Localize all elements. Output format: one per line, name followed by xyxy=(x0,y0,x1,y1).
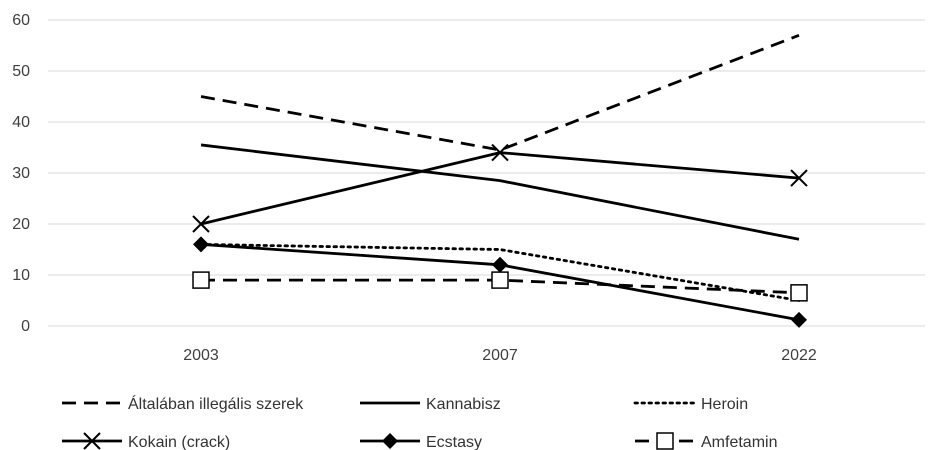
y-tick-label-10: 10 xyxy=(12,267,30,284)
series-4-point-1 xyxy=(492,256,508,273)
x-tick-label-2022: 2022 xyxy=(781,347,817,364)
legend-item-1: Kannabisz xyxy=(360,396,501,413)
y-tick-label-40: 40 xyxy=(12,114,30,131)
legend-label-1: Kannabisz xyxy=(426,396,501,413)
series-5-point-2 xyxy=(790,284,808,302)
series-3-point-1 xyxy=(491,143,509,162)
legend-item-3: Kokain (crack) xyxy=(62,432,230,450)
series-line-2 xyxy=(199,243,801,302)
y-tick-label-0: 0 xyxy=(21,318,30,335)
x-axis-tick-labels: 2003 2007 2022 xyxy=(183,347,817,364)
legend-marker-4 xyxy=(382,433,398,449)
legend: Általában illegális szerek Kannabisz Heroi… xyxy=(62,394,777,450)
legend-label-5: Amfetamin xyxy=(701,434,777,450)
series-5-point-0 xyxy=(192,271,210,289)
series-line-0 xyxy=(200,33,800,152)
series-3-point-0 xyxy=(192,215,210,233)
x-tick-label-2007: 2007 xyxy=(482,347,518,364)
y-tick-label-50: 50 xyxy=(12,63,30,80)
series-line-3 xyxy=(200,151,800,226)
legend-label-2: Heroin xyxy=(701,396,748,413)
legend-label-0: Általában illegális szerek xyxy=(128,394,304,413)
series-line-1 xyxy=(200,143,800,241)
legend-item-2: Heroin xyxy=(633,396,748,413)
legend-item-5: Amfetamin xyxy=(635,432,777,450)
series-4-point-0 xyxy=(193,236,209,253)
series-5-point-1 xyxy=(491,271,509,289)
y-tick-label-20: 20 xyxy=(12,216,30,233)
y-tick-label-30: 30 xyxy=(12,165,30,182)
legend-item-4: Ecstasy xyxy=(360,433,482,450)
legend-item-0: Általában illegális szerek xyxy=(62,394,304,413)
legend-marker-5 xyxy=(656,432,674,450)
legend-label-4: Ecstasy xyxy=(426,434,482,450)
series-3-point-2 xyxy=(790,169,808,187)
series-lines xyxy=(192,33,808,328)
series-4-point-2 xyxy=(791,311,807,328)
legend-label-3: Kokain (crack) xyxy=(128,434,230,450)
y-axis-tick-labels: 0 10 20 30 40 50 60 xyxy=(12,12,30,335)
y-tick-label-60: 60 xyxy=(12,12,30,29)
x-tick-label-2003: 2003 xyxy=(183,347,219,364)
legend-marker-3 xyxy=(83,432,101,450)
